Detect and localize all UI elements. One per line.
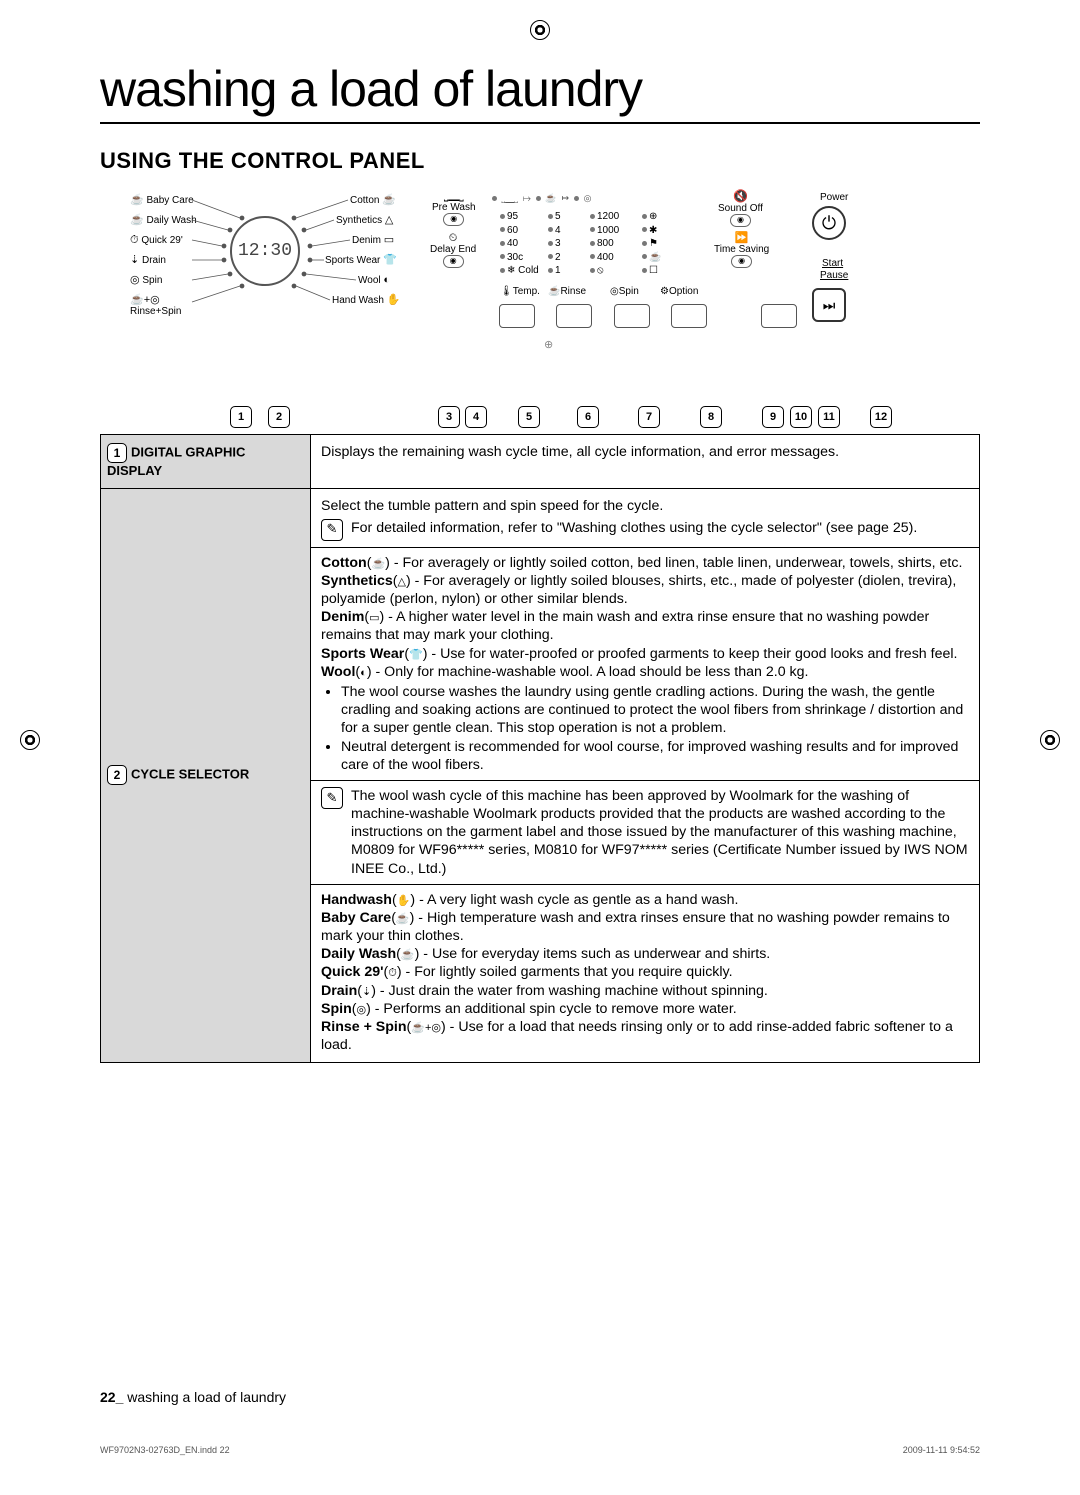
callout-1: 1 bbox=[230, 406, 252, 428]
callout-5: 5 bbox=[518, 406, 540, 428]
spin-button-label: ◎Spin bbox=[610, 286, 639, 297]
print-registration-mark bbox=[20, 730, 40, 750]
print-footer: WF9702N3-02763D_EN.indd 22 2009-11-11 9:… bbox=[100, 1445, 980, 1455]
button-pill-row bbox=[498, 304, 708, 328]
wool-bullet-1: The wool course washes the laundry using… bbox=[341, 683, 969, 738]
prewash-label: ⎵▁⎵Pre Wash ◉ bbox=[432, 190, 476, 226]
callout-4: 4 bbox=[465, 406, 487, 428]
leader-lines bbox=[100, 188, 400, 338]
power-button[interactable]: ⏻ bbox=[812, 206, 846, 240]
start-label: Start bbox=[822, 258, 843, 269]
timesaving-label: ⏩Time Saving ◉ bbox=[714, 232, 769, 268]
temp-column: 95 60 40 30c ❄ Cold bbox=[500, 210, 539, 278]
spin-desc: Spin(◎) - Performs an additional spin cy… bbox=[321, 1000, 969, 1018]
rinsespin-desc: Rinse + Spin(☕+◎) - Use for a load that … bbox=[321, 1018, 969, 1054]
table-row: 2CYCLE SELECTOR Select the tumble patter… bbox=[101, 488, 980, 1063]
section-title: USING THE CONTROL PANEL bbox=[100, 148, 980, 174]
page-footer: 22_ washing a load of laundry bbox=[100, 1389, 286, 1405]
denim-desc: Denim(▭) - A higher water level in the m… bbox=[321, 608, 969, 644]
page-title: washing a load of laundry bbox=[100, 60, 980, 124]
temp-button-label: 🌡Temp. bbox=[500, 286, 540, 297]
row2-note2: The wool wash cycle of this machine has … bbox=[351, 787, 969, 878]
control-panel-diagram: 12:30 ☕ Baby Care ☕ Daily Wash ⏱ Quick 2… bbox=[100, 188, 980, 428]
row2-intro: Select the tumble pattern and spin speed… bbox=[321, 497, 969, 515]
row2-note1: For detailed information, refer to "Wash… bbox=[351, 519, 917, 537]
callout-11: 11 bbox=[818, 406, 840, 428]
callout-9: 9 bbox=[762, 406, 784, 428]
drain-desc: Drain(⇣) - Just drain the water from was… bbox=[321, 982, 969, 1000]
option-button-label: ⚙Option bbox=[660, 286, 698, 297]
callout-7: 7 bbox=[638, 406, 660, 428]
spin-column: 1200 1000 800 400 ⦸ bbox=[590, 210, 619, 278]
row2-label-cell: 2CYCLE SELECTOR bbox=[101, 488, 311, 1063]
babycare-desc: Baby Care(☕) - High temperature wash and… bbox=[321, 909, 969, 945]
power-label: Power bbox=[820, 192, 848, 203]
sportswear-desc: Sports Wear(👕) - Use for water-proofed o… bbox=[321, 645, 969, 663]
button-pill-right bbox=[760, 304, 798, 328]
pause-label: Pause bbox=[820, 270, 848, 281]
dailywash-desc: Daily Wash(☕) - Use for everyday items s… bbox=[321, 945, 969, 963]
description-table: 1DIGITAL GRAPHIC DISPLAY Displays the re… bbox=[100, 434, 980, 1063]
wool-desc: Wool(◐) - Only for machine-washable wool… bbox=[321, 663, 969, 681]
callout-8: 8 bbox=[700, 406, 722, 428]
callout-2: 2 bbox=[268, 406, 290, 428]
synthetics-desc: Synthetics(△) - For averagely or lightly… bbox=[321, 572, 969, 608]
info-icon: ✎ bbox=[321, 787, 343, 809]
callout-10: 10 bbox=[790, 406, 812, 428]
wool-bullet-2: Neutral detergent is recommended for woo… bbox=[341, 738, 969, 774]
delayend-label: ⏲Delay End ◉ bbox=[430, 232, 476, 268]
rinse-column: 5 4 3 2 1 bbox=[548, 210, 561, 278]
child-lock-icon: ⊕ bbox=[544, 338, 553, 351]
cotton-desc: Cotton(☕) - For averagely or lightly soi… bbox=[321, 554, 969, 572]
table-row: 1DIGITAL GRAPHIC DISPLAY Displays the re… bbox=[101, 435, 980, 489]
start-pause-button[interactable]: ⏭ bbox=[812, 288, 846, 322]
row1-label-cell: 1DIGITAL GRAPHIC DISPLAY bbox=[101, 435, 311, 489]
handwash-desc: Handwash(✋) - A very light wash cycle as… bbox=[321, 891, 969, 909]
soundoff-label: 🔇Sound Off ◉ bbox=[718, 190, 763, 227]
callout-12: 12 bbox=[870, 406, 892, 428]
rinse-button-label: ☕Rinse bbox=[548, 286, 586, 297]
icon-strip: ⎵▁⎵ ↦ ☕ ↦ ◎ bbox=[492, 194, 591, 204]
callout-3: 3 bbox=[438, 406, 460, 428]
info-icon: ✎ bbox=[321, 519, 343, 541]
row1-body: Displays the remaining wash cycle time, … bbox=[311, 435, 980, 489]
option-column: ⊕ ✱ ⚑ ☕ ☐ bbox=[642, 210, 661, 278]
quick29-desc: Quick 29'(⏱) - For lightly soiled garmen… bbox=[321, 963, 969, 981]
print-registration-mark bbox=[530, 20, 550, 40]
row2-body: Select the tumble pattern and spin speed… bbox=[311, 488, 980, 1063]
print-registration-mark bbox=[1040, 730, 1060, 750]
callout-6: 6 bbox=[577, 406, 599, 428]
